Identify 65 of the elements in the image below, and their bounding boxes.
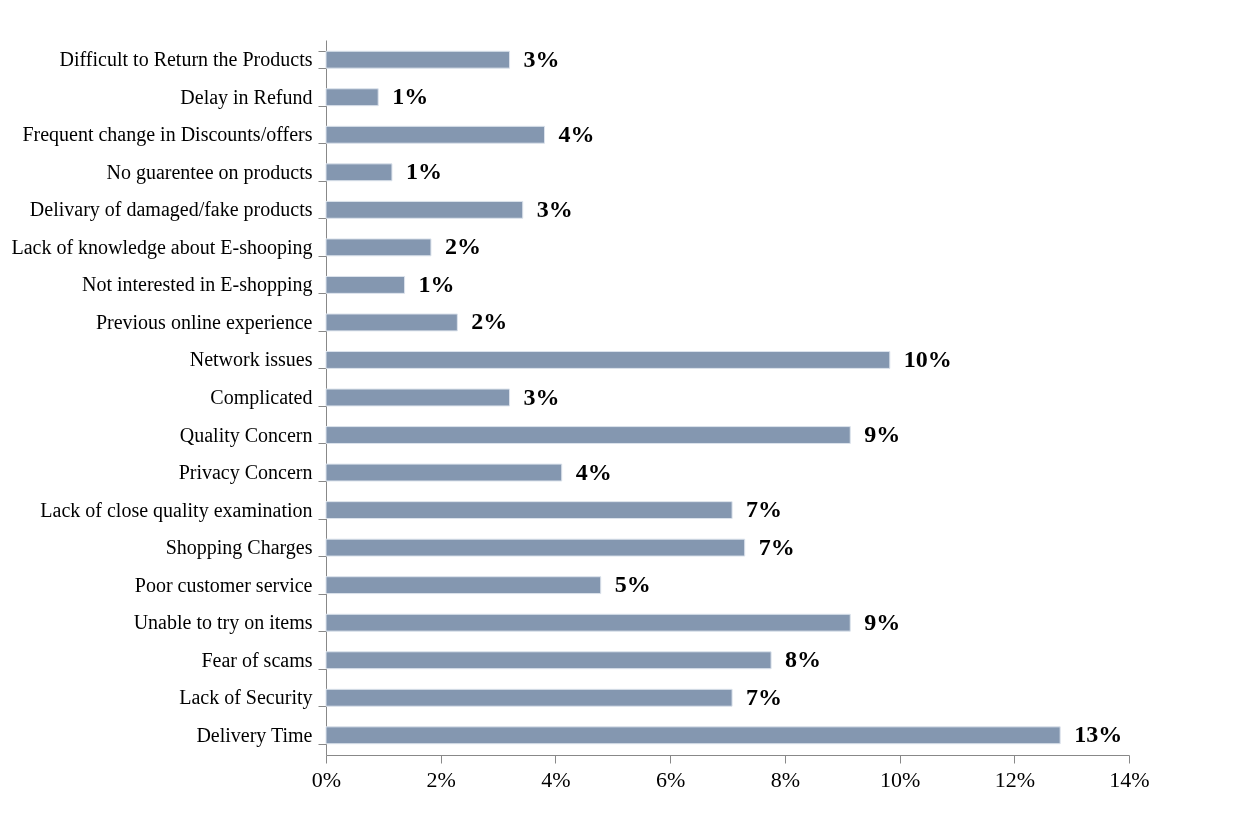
x-tick-label: 2% [426, 766, 456, 792]
bar [325, 726, 1061, 745]
bar [325, 388, 511, 407]
data-label: 9% [864, 421, 901, 448]
data-label: 4% [558, 120, 595, 147]
y-tick-label: Network issues [189, 348, 313, 371]
bar [325, 200, 524, 219]
bar [325, 651, 772, 670]
y-tick-label: Unable to try on items [133, 611, 313, 635]
data-label: 3% [536, 195, 573, 222]
y-tick-label: Poor customer service [134, 573, 313, 596]
data-label: 1% [392, 83, 429, 110]
bar [325, 463, 563, 482]
x-tick-label: 6% [655, 766, 686, 792]
data-label: 2% [444, 233, 481, 260]
bar [325, 313, 458, 332]
bar [325, 125, 546, 144]
data-label: 7% [758, 533, 795, 560]
y-tick-label: Shopping Charges [165, 536, 313, 560]
y-tick-label: Lack of Security [179, 686, 313, 710]
bar [325, 501, 733, 520]
y-tick-label: Complicated [210, 386, 313, 409]
bar [325, 426, 851, 444]
bar [325, 538, 746, 557]
bar [325, 576, 602, 595]
y-tick-label: Delivary of damaged/fake products [29, 198, 313, 222]
y-tick-label: Lack of knowledge about E-shooping [11, 235, 313, 259]
x-tick-label: 14% [1109, 766, 1150, 792]
data-label: 7% [746, 683, 783, 710]
data-label: 2% [471, 308, 508, 335]
y-tick-label: Lack of close quality examination [40, 498, 313, 522]
data-label: 9% [864, 608, 901, 635]
data-label: 4% [575, 458, 612, 485]
bar [325, 688, 733, 707]
y-tick-label: Quality Concern [179, 423, 313, 447]
bar [325, 50, 511, 69]
x-tick-label: 4% [541, 766, 571, 792]
y-tick-label: Previous online experience [95, 310, 313, 334]
data-label: 3% [523, 383, 560, 410]
y-tick-label: No guarentee on products [106, 160, 313, 184]
data-label: 1% [405, 158, 442, 185]
bar [325, 88, 379, 107]
x-tick-label: 10% [879, 766, 921, 792]
data-label: 10% [903, 345, 952, 372]
x-tick-label: 0% [311, 766, 342, 792]
bar [325, 163, 393, 182]
bar [325, 351, 891, 369]
y-tick-label: Delivery Time [196, 723, 313, 747]
y-tick-label: Not interested in E-shopping [81, 273, 313, 297]
y-tick-label: Fear of scams [201, 648, 313, 671]
y-tick-label: Frequent change in Discounts/offers [22, 123, 313, 147]
bar [325, 238, 432, 257]
data-label: 13% [1074, 721, 1123, 748]
y-tick-label: Difficult to Return the Products [59, 48, 313, 71]
data-label: 5% [614, 571, 651, 598]
data-label: 3% [523, 45, 560, 72]
data-label: 1% [418, 270, 455, 297]
y-tick-label: Delay in Refund [180, 85, 313, 109]
x-tick-label: 12% [994, 766, 1035, 792]
bar [325, 275, 406, 294]
bar [325, 613, 851, 632]
data-label: 7% [746, 496, 783, 523]
data-label: 8% [785, 646, 822, 673]
y-tick-label: Privacy Concern [178, 461, 313, 485]
x-tick-label: 8% [770, 766, 801, 792]
